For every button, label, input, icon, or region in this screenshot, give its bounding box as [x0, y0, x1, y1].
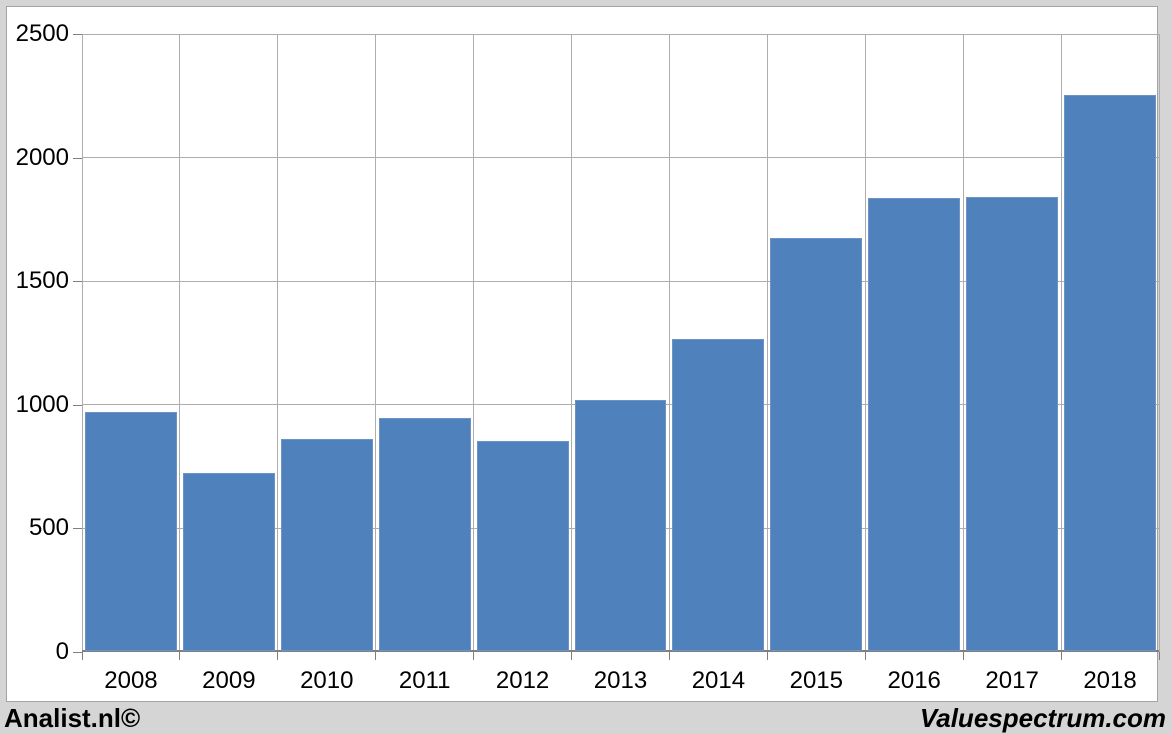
- x-axis-label-2017: 2017: [985, 667, 1039, 694]
- v-gridline: [668, 34, 670, 652]
- y-tick-mark: [73, 281, 82, 283]
- x-tick-mark: [962, 652, 964, 660]
- x-axis-label-2015: 2015: [789, 667, 843, 694]
- x-tick-mark: [277, 652, 279, 660]
- v-gridline: [277, 34, 279, 652]
- x-axis-label-2016: 2016: [887, 667, 941, 694]
- h-gridline: [82, 33, 1159, 35]
- y-axis-label-1500: 1500: [15, 267, 69, 295]
- bar-2011: [378, 418, 471, 651]
- x-tick-mark: [571, 652, 573, 660]
- v-gridline: [766, 34, 768, 652]
- x-axis-label-2012: 2012: [495, 667, 550, 694]
- y-axis-label-1000: 1000: [15, 390, 69, 418]
- x-tick-mark: [1158, 652, 1160, 660]
- v-gridline: [962, 34, 964, 652]
- x-axis-label-2013: 2013: [593, 667, 648, 694]
- chart-panel: 0 500 1000 1500 2000 2500 2008 2009 2010 2011 201…: [6, 6, 1160, 702]
- y-tick-mark: [73, 528, 82, 530]
- x-axis-label-2010: 2010: [300, 667, 354, 694]
- bar-2016: [868, 198, 961, 651]
- v-gridline: [375, 34, 377, 652]
- h-gridline: [82, 157, 1159, 159]
- bar-2012: [476, 440, 569, 651]
- x-tick-mark: [864, 652, 866, 660]
- bar-2014: [672, 339, 765, 651]
- x-axis-label-2009: 2009: [202, 667, 256, 694]
- x-tick-mark: [1060, 652, 1062, 660]
- x-axis-label-2018: 2018: [1083, 667, 1137, 694]
- h-gridline: [82, 280, 1159, 282]
- bar-2010: [280, 439, 373, 651]
- x-axis-label-2011: 2011: [398, 667, 451, 694]
- bar-2017: [966, 197, 1059, 651]
- v-gridline: [1158, 34, 1160, 652]
- y-axis-label-500: 500: [28, 514, 69, 542]
- bar-2008: [85, 412, 177, 651]
- v-gridline: [179, 34, 181, 652]
- x-tick-mark: [668, 652, 670, 660]
- x-tick-mark: [81, 652, 83, 660]
- v-gridline: [1060, 34, 1062, 652]
- bar-2018: [1064, 94, 1156, 651]
- plot-area: [81, 33, 1160, 652]
- y-tick-mark: [73, 404, 82, 406]
- valuespectrum-credit: Valuespectrum.com: [919, 703, 1166, 733]
- analist-credit: Analist.nl©: [4, 703, 141, 733]
- bar-2009: [182, 472, 275, 651]
- bar-2013: [574, 399, 667, 651]
- x-axis-label-2008: 2008: [104, 667, 158, 694]
- v-gridline: [81, 34, 83, 652]
- x-tick-mark: [766, 652, 768, 660]
- branding-bar: Analist.nl© Valuespectrum.com: [0, 702, 1172, 734]
- x-axis-line: [82, 650, 1159, 652]
- y-axis-label-2500: 2500: [15, 20, 69, 47]
- x-tick-mark: [375, 652, 377, 660]
- bar-2015: [770, 237, 863, 651]
- x-tick-mark: [473, 652, 475, 660]
- v-gridline: [473, 34, 475, 652]
- x-tick-mark: [179, 652, 181, 660]
- v-gridline: [571, 34, 573, 652]
- y-axis-label-0: 0: [55, 638, 69, 665]
- v-gridline: [864, 34, 866, 652]
- y-tick-mark: [73, 34, 82, 35]
- y-axis-label-2000: 2000: [15, 143, 69, 171]
- y-tick-mark: [73, 157, 82, 159]
- y-tick-mark: [73, 652, 82, 653]
- x-axis-label-2014: 2014: [691, 667, 746, 694]
